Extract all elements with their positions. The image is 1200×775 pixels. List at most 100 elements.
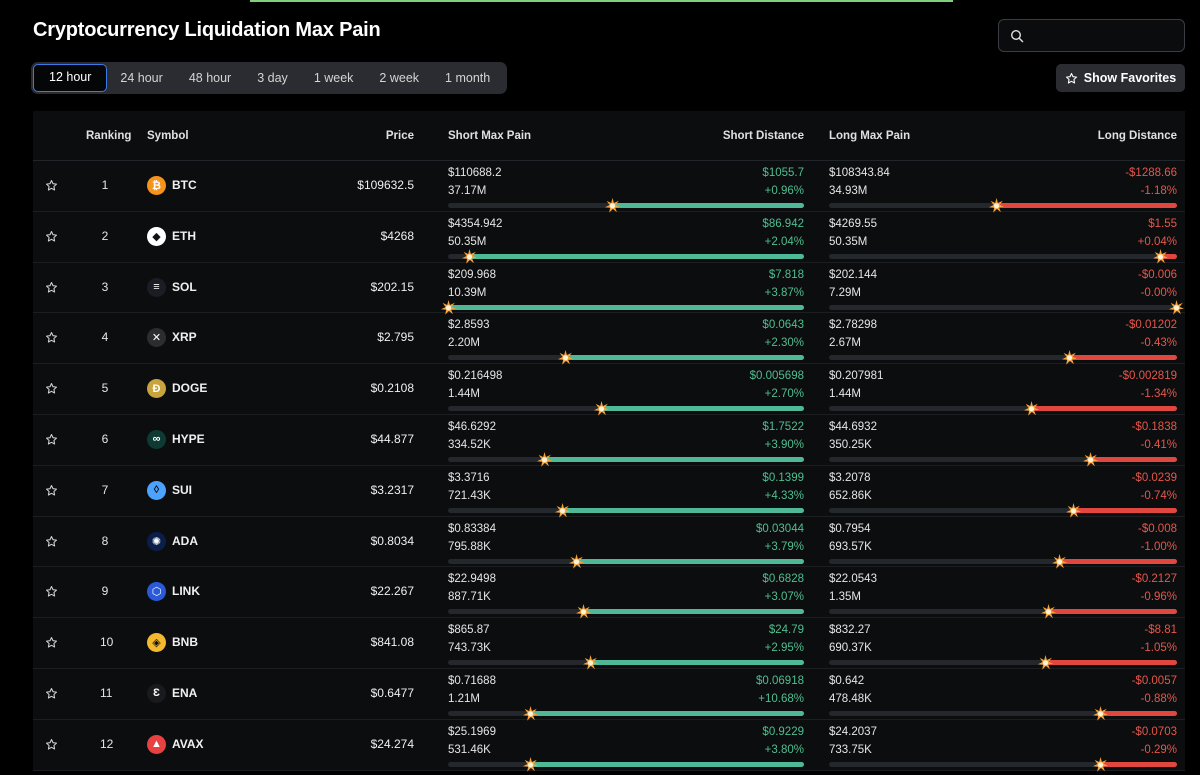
long-distance-percent: -0.96%	[1140, 591, 1177, 604]
short-distance-bar	[448, 401, 804, 416]
tab-48-hour[interactable]: 48 hour	[188, 71, 232, 85]
long-distance-bar-fill	[1031, 406, 1177, 412]
tab-12-hour[interactable]: 12 hour	[33, 64, 108, 92]
table-row[interactable]: 1 ₿ BTC $109632.5 $110688.2 37.17M $1055.7 +0.9…	[33, 161, 1185, 213]
rank-cell: 9	[101, 584, 109, 599]
long-distance-percent: -1.05%	[1140, 642, 1177, 655]
short-distance-percent: +3.07%	[764, 591, 804, 604]
timeframe-tabs: 12 hour 24 hour 48 hour 3 day 1 week 2 week 1 …	[31, 62, 507, 94]
short-distance-bar-fill	[469, 253, 804, 259]
favorite-star-icon[interactable]	[45, 738, 58, 751]
price-cell: $202.15	[370, 279, 414, 294]
symbol-cell[interactable]: DOGE	[172, 381, 208, 396]
favorite-star-icon[interactable]	[45, 484, 58, 497]
favorite-star-icon[interactable]	[45, 687, 58, 700]
favorite-star-icon[interactable]	[45, 535, 58, 548]
col-short-distance[interactable]: Short Distance	[722, 130, 804, 142]
col-symbol[interactable]: Symbol	[147, 130, 189, 142]
table-row[interactable]: 10 ◈ BNB $841.08 $865.87 743.73K $24.79 +2.95% $…	[33, 618, 1185, 670]
short-distance-bar	[448, 756, 804, 772]
long-max-pain-price: $108343.84	[829, 167, 890, 179]
tab-3-day[interactable]: 3 day	[257, 71, 288, 85]
short-max-pain-volume: 531.46K	[448, 743, 491, 756]
long-max-pain-price: $24.2037	[829, 725, 877, 738]
short-distance-value: $0.005698	[749, 370, 804, 383]
liquidation-burst-icon	[1093, 756, 1108, 772]
ethereum-icon: ◆	[147, 226, 166, 246]
symbol-cell[interactable]: HYPE	[172, 431, 205, 446]
table-row[interactable]: 6 ∞ HYPE $44.877 $46.6292 334.52K $1.7522 +3.90…	[33, 415, 1185, 467]
short-max-pain-volume: 2.20M	[448, 337, 480, 350]
short-distance-value: $0.06918	[756, 674, 804, 687]
symbol-cell[interactable]: ETH	[172, 228, 196, 243]
table-row[interactable]: 11 Ɛ ENA $0.6477 $0.71688 1.21M $0.06918 +10.68…	[33, 669, 1185, 721]
sui-icon: ◊	[147, 480, 166, 500]
symbol-cell[interactable]: LINK	[172, 584, 200, 599]
table-row[interactable]: 9 ⬡ LINK $22.267 $22.9498 887.71K $0.6828 +3.07…	[33, 567, 1185, 619]
liquidation-burst-icon	[1052, 553, 1067, 569]
long-distance-bar-fill	[1100, 761, 1177, 767]
tab-1-month[interactable]: 1 month	[445, 71, 491, 85]
short-max-pain-price: $209.968	[448, 268, 496, 281]
long-distance-percent: +0.04%	[1137, 235, 1177, 248]
favorite-star-icon[interactable]	[45, 230, 58, 243]
bitcoin-icon: ₿	[147, 176, 166, 195]
favorite-star-icon[interactable]	[45, 433, 58, 446]
tab-24-hour[interactable]: 24 hour	[120, 71, 163, 85]
table-row[interactable]: 2 ◆ ETH $4268 $4354.942 50.35M $86.942 +2.04% $4…	[33, 212, 1185, 264]
table-row[interactable]: 8 ✺ ADA $0.8034 $0.83384 795.88K $0.03044 +3.79…	[33, 517, 1185, 569]
col-ranking[interactable]: Ranking	[86, 130, 132, 142]
short-max-pain-price: $865.87	[448, 624, 490, 637]
liquidation-burst-icon	[605, 198, 620, 213]
symbol-cell[interactable]: SOL	[172, 279, 197, 294]
symbol-cell[interactable]: ADA	[172, 533, 198, 548]
short-distance-percent: +2.30%	[764, 337, 804, 350]
symbol-cell[interactable]: BTC	[172, 178, 197, 192]
long-max-pain-price: $3.2078	[829, 471, 871, 484]
favorite-star-icon[interactable]	[45, 331, 58, 344]
symbol-cell[interactable]: AVAX	[172, 736, 204, 751]
rank-cell: 6	[101, 431, 109, 446]
tab-1-week[interactable]: 1 week	[313, 71, 354, 85]
tab-2-week[interactable]: 2 week	[379, 71, 420, 85]
long-distance-bar	[829, 198, 1177, 213]
col-price[interactable]: Price	[385, 130, 414, 142]
col-long-distance[interactable]: Long Distance	[1097, 130, 1177, 142]
short-distance-bar-fill	[530, 761, 804, 767]
search-box[interactable]	[998, 19, 1185, 52]
symbol-cell[interactable]: ENA	[172, 685, 198, 700]
long-distance-bar	[829, 604, 1177, 619]
table-row[interactable]: 7 ◊ SUI $3.2317 $3.3716 721.43K $0.1399 +4.33% $…	[33, 466, 1185, 518]
favorite-star-icon[interactable]	[45, 636, 58, 649]
short-distance-bar-fill	[448, 304, 804, 310]
search-input[interactable]	[1031, 25, 1179, 47]
long-distance-value: -$0.0703	[1131, 725, 1177, 738]
favorite-star-icon[interactable]	[45, 179, 58, 192]
table-row[interactable]: 5 Ð DOGE $0.2108 $0.216498 1.44M $0.005698 +2.7…	[33, 364, 1185, 416]
favorite-star-icon[interactable]	[45, 585, 58, 598]
max-pain-table: Ranking Symbol Price Short Max Pain Shor…	[33, 111, 1185, 772]
rank-cell: 8	[101, 533, 109, 548]
short-distance-percent: +2.95%	[764, 642, 804, 655]
table-row[interactable]: 3 ≡ SOL $202.15 $209.968 10.39M $7.818 +3.87% $2…	[33, 263, 1185, 315]
symbol-cell[interactable]: SUI	[172, 482, 193, 497]
col-long-max-pain[interactable]: Long Max Pain	[829, 130, 911, 142]
show-favorites-button[interactable]: Show Favorites	[1056, 64, 1185, 92]
symbol-cell[interactable]: XRP	[172, 330, 197, 345]
chainlink-icon: ⬡	[147, 582, 166, 602]
long-max-pain-price: $0.7954	[829, 522, 871, 535]
short-max-pain-volume: 334.52K	[448, 438, 491, 451]
solana-icon: ≡	[147, 277, 166, 297]
favorite-star-icon[interactable]	[45, 281, 58, 294]
table-row[interactable]: 4 ✕ XRP $2.795 $2.8593 2.20M $0.0643 +2.30% $2.7…	[33, 313, 1185, 365]
liquidation-burst-icon	[569, 553, 584, 569]
liquidation-burst-icon	[594, 401, 609, 416]
table-row[interactable]: 12 ▲ AVAX $24.274 $25.1969 531.46K $0.9229 +3.8…	[33, 720, 1185, 772]
favorite-star-icon[interactable]	[45, 382, 58, 395]
col-short-max-pain[interactable]: Short Max Pain	[448, 130, 532, 142]
xrp-icon: ✕	[147, 328, 166, 348]
long-max-pain-volume: 733.75K	[829, 743, 872, 756]
long-distance-value: -$8.81	[1144, 624, 1177, 637]
price-cell: $0.6477	[370, 685, 414, 700]
symbol-cell[interactable]: BNB	[172, 635, 198, 650]
